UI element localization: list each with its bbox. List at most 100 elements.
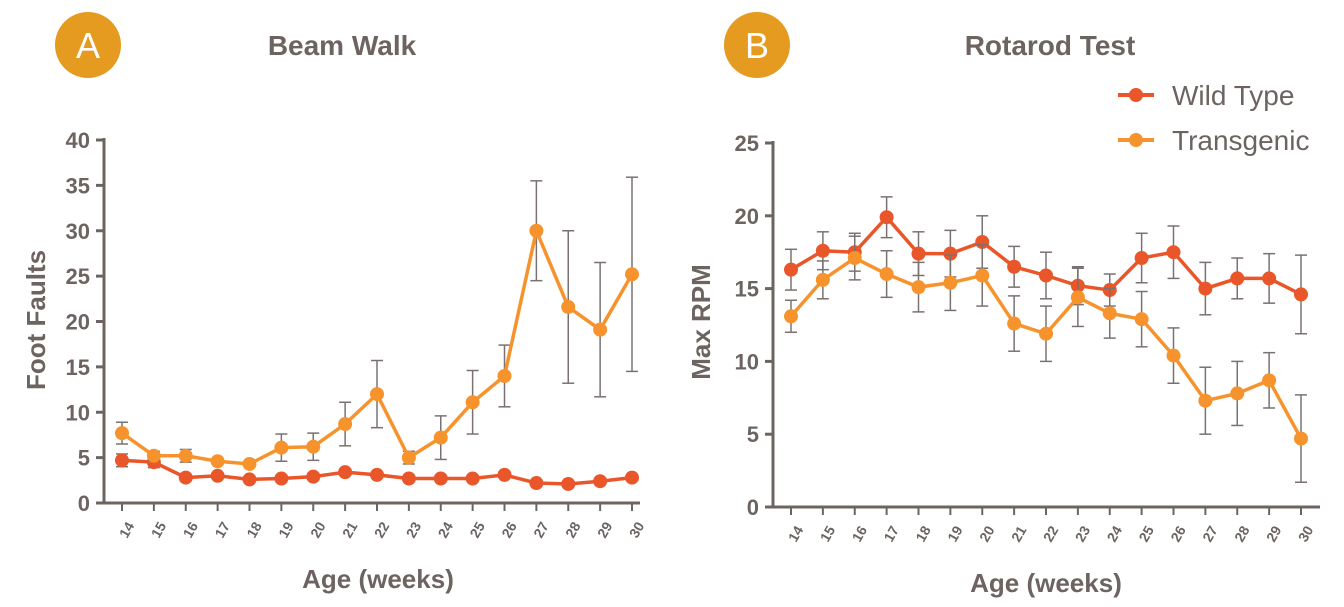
data-point bbox=[338, 417, 353, 432]
y-tick-label: 5 bbox=[78, 446, 90, 471]
data-point bbox=[1198, 393, 1213, 408]
chart-a-plot: 0 5 10 15 20 25 30 35 40 14 15 16 17 18 19 20 21 22 23 24 25… bbox=[66, 128, 648, 541]
data-point bbox=[943, 246, 958, 261]
series-wild-type bbox=[784, 196, 1308, 335]
y-tick-label: 25 bbox=[66, 264, 90, 289]
chart-a-title: Beam Walk bbox=[268, 30, 417, 61]
chart-a-xlabel: Age (weeks) bbox=[302, 564, 454, 594]
series-transgenic bbox=[115, 176, 639, 471]
legend: Wild Type Transgenic bbox=[1118, 80, 1309, 156]
data-point bbox=[593, 322, 608, 337]
data-point bbox=[1230, 386, 1245, 401]
data-point bbox=[115, 426, 129, 441]
data-point bbox=[1007, 259, 1022, 274]
data-point bbox=[370, 387, 384, 402]
x-tick-label: 18 bbox=[912, 523, 934, 545]
y-tick-label: 30 bbox=[66, 219, 90, 244]
data-point bbox=[815, 272, 830, 287]
x-tick-label: 14 bbox=[785, 523, 807, 545]
data-point bbox=[465, 471, 480, 486]
data-point bbox=[784, 309, 798, 324]
chart-b-ylabel: Max RPM bbox=[686, 264, 716, 380]
data-point bbox=[338, 465, 353, 480]
x-tick-label: 29 bbox=[1263, 523, 1285, 545]
data-point bbox=[847, 251, 862, 266]
data-point bbox=[1039, 326, 1053, 341]
y-tick-label: 10 bbox=[735, 349, 759, 374]
data-point bbox=[879, 210, 894, 225]
series-transgenic bbox=[784, 235, 1308, 483]
data-point bbox=[1134, 312, 1149, 327]
panel-b-badge: B bbox=[724, 12, 790, 78]
data-point bbox=[401, 471, 416, 486]
data-point bbox=[497, 368, 512, 383]
badge-circle-b bbox=[724, 12, 790, 78]
chart-b-title: Rotarod Test bbox=[965, 30, 1136, 61]
data-point bbox=[879, 267, 894, 282]
y-tick-label: 0 bbox=[78, 491, 90, 516]
x-tick-label: 27 bbox=[1199, 523, 1221, 545]
y-tick-label: 20 bbox=[735, 204, 759, 229]
data-point bbox=[1134, 251, 1149, 266]
chart-b-plot: 0 5 10 15 20 25 14 15 16 17 18 19 20 21 22 23 24 25 26 27 28… bbox=[735, 131, 1320, 545]
data-point bbox=[178, 448, 193, 463]
data-point bbox=[178, 470, 193, 485]
data-point bbox=[815, 243, 830, 258]
data-point bbox=[1007, 316, 1022, 331]
series-line bbox=[120, 224, 634, 466]
y-tick-label: 5 bbox=[747, 422, 759, 447]
badge-letter-a: A bbox=[76, 25, 100, 66]
series-wild-type bbox=[115, 453, 639, 491]
x-tick-label: 21 bbox=[1008, 523, 1030, 545]
x-tick-label: 14 bbox=[116, 519, 138, 541]
y-tick-label: 15 bbox=[735, 277, 759, 302]
data-point bbox=[561, 476, 576, 491]
x-tick-label: 29 bbox=[594, 519, 616, 541]
x-tick-label: 30 bbox=[1295, 523, 1317, 545]
data-point bbox=[115, 453, 129, 468]
badge-letter-b: B bbox=[745, 25, 769, 66]
data-point bbox=[1102, 306, 1117, 321]
y-tick-label: 10 bbox=[66, 400, 90, 425]
chart-b-xlabel: Age (weeks) bbox=[970, 568, 1122, 598]
data-point bbox=[433, 471, 448, 486]
x-tick-label: 21 bbox=[339, 519, 361, 541]
y-tick-label: 20 bbox=[66, 310, 90, 335]
data-point bbox=[1294, 287, 1308, 302]
data-point bbox=[306, 469, 321, 484]
x-tick-label: 23 bbox=[1072, 523, 1094, 545]
y-tick-label: 25 bbox=[735, 131, 759, 156]
data-point bbox=[911, 246, 926, 261]
y-tick-label: 35 bbox=[66, 173, 90, 198]
x-tick-label: 28 bbox=[562, 519, 584, 541]
data-point bbox=[1070, 290, 1085, 305]
x-tick-label: 19 bbox=[275, 519, 297, 541]
data-point bbox=[784, 262, 798, 277]
data-point bbox=[210, 454, 225, 469]
panel-a-badge: A bbox=[55, 12, 121, 78]
x-tick-label: 22 bbox=[1040, 523, 1062, 545]
legend-marker-transgenic bbox=[1129, 133, 1143, 147]
legend-marker-wild-type bbox=[1129, 88, 1143, 102]
y-tick-label: 0 bbox=[747, 495, 759, 520]
data-point bbox=[146, 448, 161, 463]
data-point bbox=[1039, 268, 1053, 283]
x-tick-label: 24 bbox=[434, 519, 456, 541]
data-point bbox=[242, 456, 257, 471]
y-tick-label: 15 bbox=[66, 355, 90, 380]
data-point bbox=[1230, 271, 1245, 286]
data-point bbox=[1166, 245, 1181, 260]
x-tick-label: 26 bbox=[1167, 523, 1189, 545]
x-tick-label: 30 bbox=[626, 519, 648, 541]
data-point bbox=[274, 471, 289, 486]
x-tick-label: 16 bbox=[848, 523, 870, 545]
x-tick-label: 25 bbox=[466, 519, 488, 541]
x-tick-label: 20 bbox=[307, 519, 329, 541]
data-point bbox=[306, 439, 321, 454]
x-tick-label: 15 bbox=[148, 519, 170, 541]
data-point bbox=[242, 472, 257, 487]
x-tick-label: 23 bbox=[403, 519, 425, 541]
x-tick-label: 26 bbox=[498, 519, 520, 541]
x-tick-label: 25 bbox=[1135, 523, 1157, 545]
